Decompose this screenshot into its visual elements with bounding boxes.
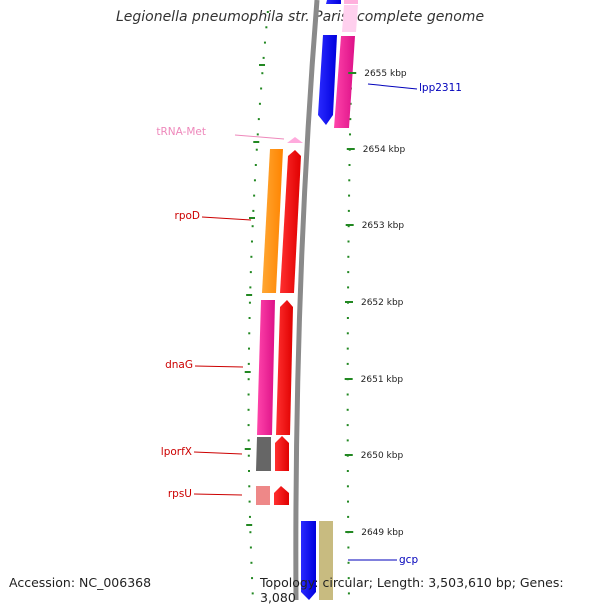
callout-line-lporfx xyxy=(193,451,243,455)
gene-label-trna-met[interactable]: tRNA-Met xyxy=(156,126,206,138)
scale-label: 2649 kbp xyxy=(361,528,404,538)
callout-line-dnag xyxy=(194,365,244,368)
cds-lporfx-gray xyxy=(256,437,271,471)
scale-label: 2655 kbp xyxy=(364,69,407,79)
scale-label: 2653 kbp xyxy=(362,221,405,231)
callout-line-rpod xyxy=(201,216,252,221)
cds-tan-gcp xyxy=(319,521,333,600)
callout-line-trna-met xyxy=(234,134,285,140)
trna-met-feature xyxy=(287,137,303,143)
gene-label-dnag[interactable]: dnaG xyxy=(165,359,193,371)
cds-rpsu-salmon xyxy=(256,486,270,505)
scale-labels: 2655 kbp 2654 kbp 2653 kbp 2652 kbp 2651 kbp… xyxy=(344,69,407,538)
map-title: Legionella pneumophila str. Paris, compl… xyxy=(115,9,485,25)
cds-rpod-red xyxy=(280,150,301,293)
scale-label: 2652 kbp xyxy=(361,298,404,308)
gene-label-lpp2311[interactable]: lpp2311 xyxy=(419,82,462,94)
gene-label-gcp[interactable]: gcp xyxy=(399,554,418,566)
cds-dnag-magenta xyxy=(257,300,275,435)
inner-tick-ring xyxy=(247,11,269,595)
cds-rpod-orange xyxy=(262,149,283,293)
scale-label: 2654 kbp xyxy=(363,145,406,155)
cds-blue-top-a xyxy=(326,0,341,4)
gene-label-lporfx[interactable]: lporfX xyxy=(161,446,192,458)
genome-backbone xyxy=(293,0,320,600)
cds-pink-top-b xyxy=(342,5,358,32)
cds-blue-lpp2311 xyxy=(318,35,337,125)
callout-line-lpp2311 xyxy=(367,83,418,90)
cds-magenta-lpp2311 xyxy=(334,36,355,128)
gene-label-rpsu[interactable]: rpsU xyxy=(168,488,192,500)
gene-label-rpod[interactable]: rpoD xyxy=(175,210,201,222)
topology-text: Topology: circular; Length: 3,503,610 bp… xyxy=(260,575,564,605)
scale-label: 2650 kbp xyxy=(361,451,404,461)
cds-blue-gcp xyxy=(301,521,316,600)
scale-label: 2651 kbp xyxy=(361,375,404,385)
major-ticks xyxy=(244,64,266,526)
callout-line-rpsu xyxy=(193,493,243,496)
cds-rpsu-red xyxy=(274,486,289,505)
cds-dnag-red xyxy=(276,300,293,435)
gene-callouts: lpp2311 tRNA-Met rpoD dnaG lporfX rpsU gcp xyxy=(156,82,462,566)
cds-lporfx-red xyxy=(275,436,289,471)
accession-text: Accession: NC_006368 xyxy=(9,575,152,590)
cds-pink-top-a xyxy=(344,0,358,4)
